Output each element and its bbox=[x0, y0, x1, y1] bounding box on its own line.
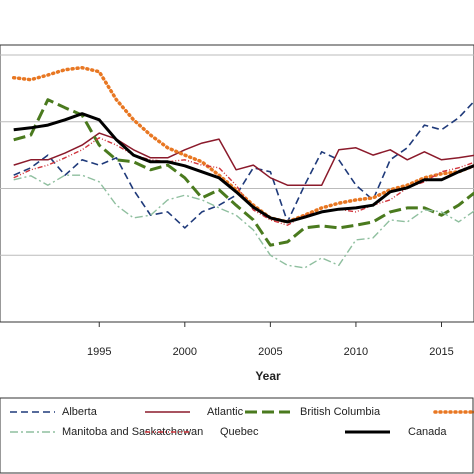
x-axis-label: Year bbox=[255, 369, 281, 383]
series-line bbox=[13, 100, 474, 229]
legend-label: Canada bbox=[408, 426, 447, 438]
x-tick-label: 2010 bbox=[344, 346, 368, 358]
series-line bbox=[13, 132, 474, 186]
legend-label: Manitoba and Saskatchewan bbox=[62, 426, 203, 438]
legend-label: British Columbia bbox=[300, 406, 381, 418]
legend-box bbox=[0, 397, 474, 474]
legend-label: Quebec bbox=[220, 426, 259, 438]
series-line bbox=[13, 98, 474, 247]
legend-label: Alberta bbox=[62, 406, 98, 418]
legend-label: Atlantic bbox=[207, 406, 244, 418]
series-line bbox=[13, 174, 474, 269]
x-tick-label: 2005 bbox=[258, 346, 282, 358]
x-tick-label: 1995 bbox=[87, 346, 111, 358]
x-tick-label: 2015 bbox=[429, 346, 453, 358]
x-tick-label: 2000 bbox=[173, 346, 197, 358]
series-line bbox=[13, 112, 474, 224]
plot-frame bbox=[0, 44, 474, 323]
